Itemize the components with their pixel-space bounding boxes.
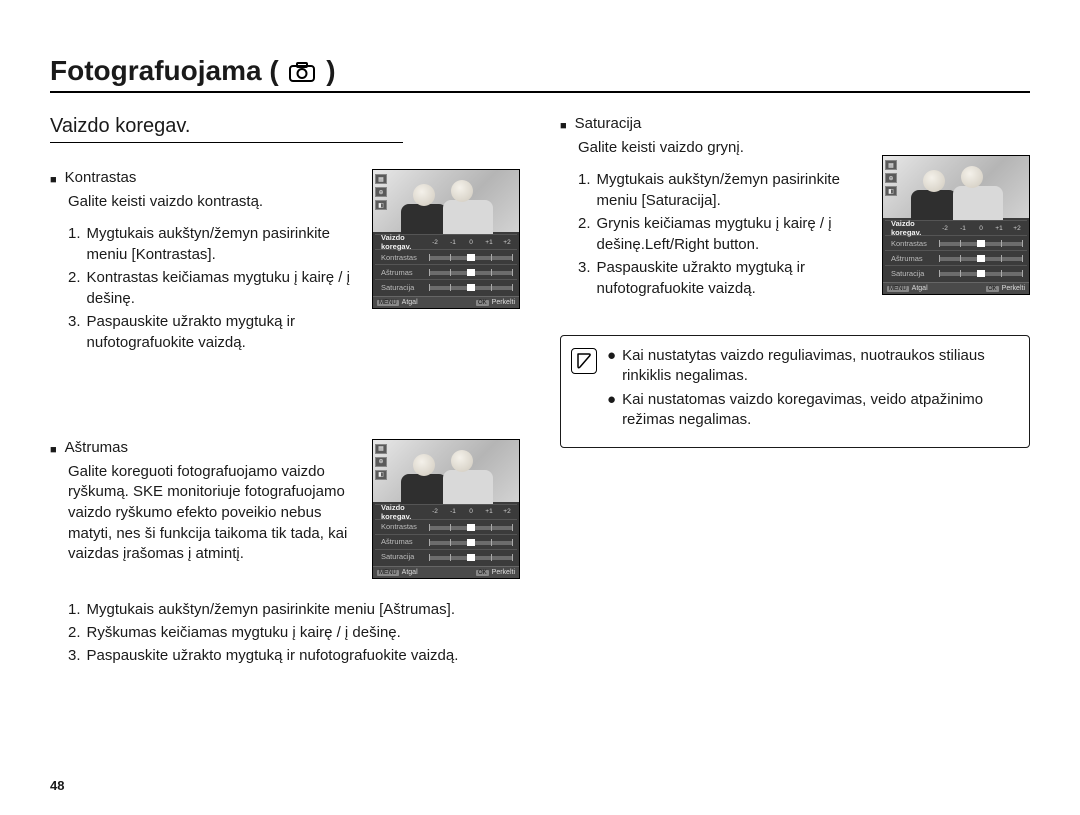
page-title-row: Fotografuojama ( ) [50, 55, 1030, 93]
saturacija-heading: ■ Saturacija [560, 115, 876, 132]
astrumas-title: Aštrumas [65, 439, 128, 456]
bullet-icon: ● [607, 346, 616, 387]
content-columns: Vaizdo koregav. ■ Kontrastas Galite keis… [50, 115, 1030, 668]
astrumas-heading: ■ Aštrumas [50, 439, 366, 456]
square-bullet-icon: ■ [50, 174, 57, 186]
lcd-figure-saturacija: ▦⊕◧ Vaizdo koregav. -2-10+1+2 Kontrastas… [882, 155, 1030, 295]
note-icon [571, 348, 597, 374]
kontrastas-title: Kontrastas [65, 169, 137, 186]
astrumas-intro: Galite koreguoti fotografuojamo vaizdo r… [68, 462, 366, 565]
title-prefix: Fotografuojama ( [50, 55, 279, 86]
right-column: ■ Saturacija Galite keisti vaizdo grynį.… [560, 115, 1030, 668]
saturacija-steps: 1.Mygtukais aukštyn/žemyn pasirinkite me… [578, 169, 876, 299]
note-list: ●Kai nustatytas vaizdo reguliavimas, nuo… [607, 346, 1015, 435]
title-suffix: ) [326, 55, 335, 86]
square-bullet-icon: ■ [50, 444, 57, 456]
kontrastas-intro: Galite keisti vaizdo kontrastą. [68, 192, 366, 213]
astrumas-steps: 1.Mygtukais aukštyn/žemyn pasirinkite me… [68, 599, 520, 666]
note-item: Kai nustatomas vaizdo koregavimas, veido… [622, 390, 1015, 431]
page-number: 48 [50, 778, 64, 793]
kontrastas-heading: ■ Kontrastas [50, 169, 366, 186]
astrumas-block: ■ Aštrumas Galite koreguoti fotografuoja… [50, 439, 520, 579]
lcd-figure-astrumas: ▦⊕◧ Vaizdo koregav. -2-10+1+2 Kontrastas… [372, 439, 520, 579]
saturacija-title: Saturacija [575, 115, 642, 132]
lcd-figure-kontrastas: ▦⊕◧ Vaizdo koregav. -2-10+1+2 Kontrastas… [372, 169, 520, 309]
bullet-icon: ● [607, 390, 616, 431]
saturacija-intro: Galite keisti vaizdo grynį. [578, 138, 876, 159]
camera-icon [289, 57, 315, 89]
kontrastas-block: ■ Kontrastas Galite keisti vaizdo kontra… [50, 169, 520, 355]
page-title: Fotografuojama ( ) [50, 55, 336, 89]
saturacija-block: ■ Saturacija Galite keisti vaizdo grynį.… [560, 115, 1030, 301]
square-bullet-icon: ■ [560, 120, 567, 132]
subheading-row: Vaizdo koregav. [50, 115, 403, 143]
kontrastas-steps: 1.Mygtukais aukštyn/žemyn pasirinkite me… [68, 223, 366, 353]
note-box: ●Kai nustatytas vaizdo reguliavimas, nuo… [560, 335, 1030, 448]
subheading: Vaizdo koregav. [50, 115, 403, 138]
left-column: Vaizdo koregav. ■ Kontrastas Galite keis… [50, 115, 520, 668]
note-item: Kai nustatytas vaizdo reguliavimas, nuot… [622, 346, 1015, 387]
